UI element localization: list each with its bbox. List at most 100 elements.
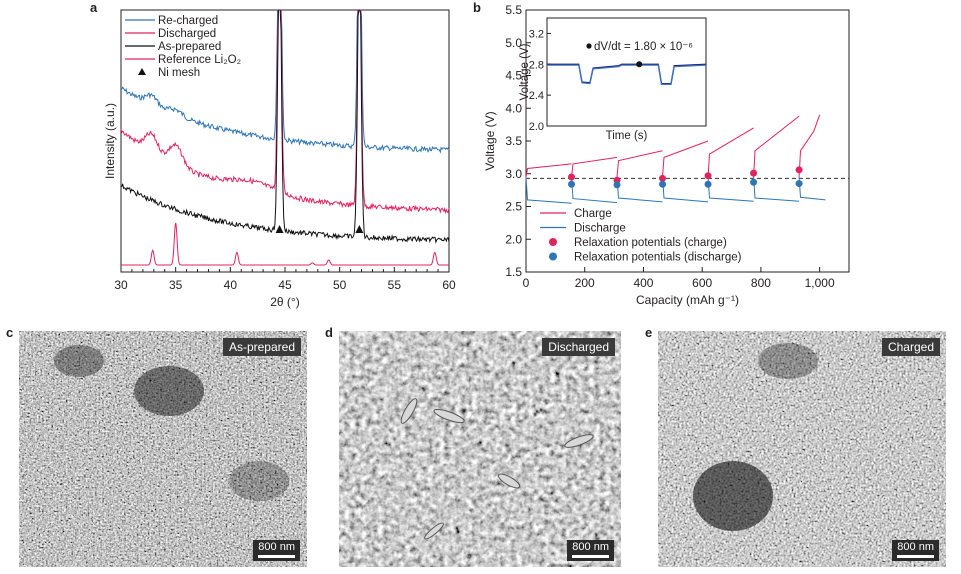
inset-frame xyxy=(546,17,707,127)
series-line xyxy=(707,176,754,202)
inset-y-tick-label: 2.4 xyxy=(529,90,544,102)
inset-series-line xyxy=(547,64,707,85)
x-tick-label: 800 xyxy=(751,276,771,290)
series-line xyxy=(525,163,572,178)
legend-dot xyxy=(549,252,557,261)
legend-label: Reference Li₂O₂ xyxy=(158,54,241,66)
series-line xyxy=(707,127,754,178)
series-line xyxy=(616,150,663,178)
panel-label-b: b xyxy=(473,0,481,15)
sem-texture-discharged xyxy=(339,331,621,567)
x-tick-label: 400 xyxy=(633,276,653,290)
data-point xyxy=(568,173,576,181)
x-axis-label: Capacity (mAh g⁻¹) xyxy=(636,293,739,307)
y-tick-label: 2.5 xyxy=(505,200,522,214)
scale-bar-label: 800 nm xyxy=(258,541,295,553)
y-tick-label: 5.5 xyxy=(505,3,522,17)
y-tick-label: 4.5 xyxy=(505,69,522,83)
data-point xyxy=(659,180,667,188)
legend-label: Discharged xyxy=(158,28,216,40)
scale-bar-line xyxy=(572,555,609,558)
sem-tag-charged: Charged xyxy=(881,338,940,356)
legend-dot xyxy=(549,238,557,246)
scale-bar: 800 nm xyxy=(253,540,300,561)
series-line xyxy=(662,140,709,178)
inset-y-label: Voltage (V) xyxy=(519,43,531,100)
data-point xyxy=(659,174,667,182)
inset-x-label: Time (s) xyxy=(606,130,648,142)
legend-label: As-prepared xyxy=(158,41,221,53)
series-line xyxy=(798,114,821,178)
data-point xyxy=(568,180,576,188)
inset-marker xyxy=(636,61,643,68)
scale-bar-line xyxy=(258,555,295,558)
panel-label-e: e xyxy=(645,325,653,340)
series-line xyxy=(662,176,709,203)
sem-tag-as-prepared: As-prepared xyxy=(222,338,301,356)
legend-label: Discharge xyxy=(574,223,626,235)
scale-bar-line xyxy=(897,555,934,558)
x-tick-label: 30 xyxy=(114,278,128,292)
panel-label-d: d xyxy=(325,325,333,340)
x-tick-label: 1,000 xyxy=(805,276,835,290)
x-tick-label: 50 xyxy=(333,278,347,292)
data-point xyxy=(750,178,758,186)
x-axis-label: 2θ (°) xyxy=(270,295,299,309)
inset-y-tick-label: 2.0 xyxy=(529,121,544,133)
x-tick-label: 45 xyxy=(278,278,292,292)
inset-annotation-bullet xyxy=(586,43,592,49)
y-tick-label: 4.0 xyxy=(505,101,522,115)
legend-label: Charge xyxy=(574,208,612,220)
data-point xyxy=(704,180,712,188)
legend-label: Ni mesh xyxy=(158,67,200,79)
ni-mesh-marker xyxy=(355,225,364,233)
panel-label-a: a xyxy=(90,0,98,15)
inset-y-tick-label: 3.2 xyxy=(529,28,544,40)
y-axis-label: Intensity (a.u.) xyxy=(103,103,117,179)
series-line xyxy=(753,176,800,202)
sem-image-discharged: Discharged 800 nm xyxy=(339,331,621,567)
data-point xyxy=(704,172,712,180)
series-line xyxy=(525,176,572,204)
series-line xyxy=(571,156,618,178)
y-tick-label: 2.0 xyxy=(505,232,522,246)
x-tick-label: 40 xyxy=(224,278,238,292)
sem-image-charged: Charged 800 nm xyxy=(658,331,946,567)
series-line xyxy=(571,176,618,204)
x-tick-label: 600 xyxy=(692,276,712,290)
series-line xyxy=(121,222,449,266)
scale-bar-label: 800 nm xyxy=(897,541,934,553)
y-tick-label: 3.0 xyxy=(505,167,522,181)
x-tick-label: 0 xyxy=(523,276,530,290)
sem-texture-as-prepared xyxy=(19,331,307,567)
series-line xyxy=(616,176,663,203)
legend-label: Re-charged xyxy=(158,15,218,27)
y-tick-label: 3.5 xyxy=(505,134,522,148)
legend-marker-triangle xyxy=(138,68,146,75)
x-tick-label: 200 xyxy=(575,276,595,290)
y-tick-label: 1.5 xyxy=(505,265,522,279)
y-axis-label: Voltage (V) xyxy=(483,111,497,170)
series-line xyxy=(798,176,826,201)
data-point xyxy=(750,169,758,177)
x-tick-label: 55 xyxy=(388,278,402,292)
scale-bar: 800 nm xyxy=(567,540,614,561)
scale-bar: 800 nm xyxy=(892,540,939,561)
series-line xyxy=(120,9,450,215)
data-point xyxy=(613,181,621,189)
sem-image-as-prepared: As-prepared 800 nm xyxy=(19,331,307,567)
sem-tag-discharged: Discharged xyxy=(542,338,615,356)
panel-label-c: c xyxy=(6,325,14,340)
series-line xyxy=(120,9,450,154)
inset-y-tick-label: 2.8 xyxy=(529,59,544,71)
series-line xyxy=(753,115,800,178)
sem-texture-charged xyxy=(658,331,946,567)
x-tick-label: 35 xyxy=(169,278,183,292)
legend-label: Relaxation potentials (charge) xyxy=(574,237,727,249)
legend-label: Relaxation potentials (discharge) xyxy=(574,252,742,264)
scale-bar-label: 800 nm xyxy=(572,541,609,553)
data-point xyxy=(795,180,803,188)
ni-mesh-marker xyxy=(275,225,284,233)
